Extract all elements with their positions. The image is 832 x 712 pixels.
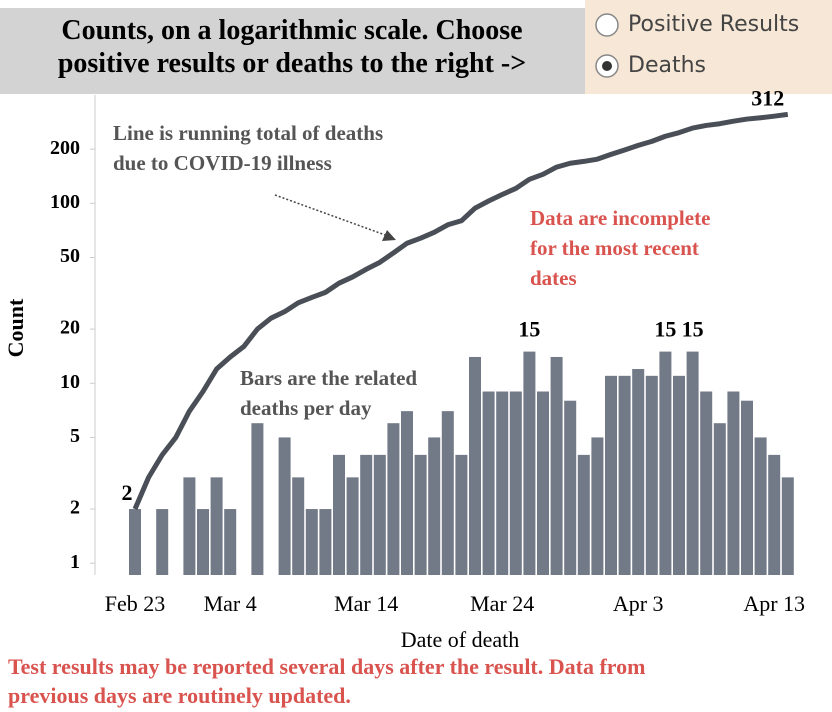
annotation: deaths per day [240, 396, 372, 420]
bar [455, 454, 468, 575]
bar [713, 423, 726, 575]
annotation: due to COVID-19 illness [113, 151, 332, 175]
bar [645, 375, 658, 575]
bar [183, 477, 196, 575]
bar [333, 454, 345, 575]
bar [768, 454, 781, 575]
y-tick-label: 100 [50, 191, 80, 213]
bar-label: 15 [654, 317, 676, 342]
bar [251, 423, 264, 575]
bar [523, 351, 536, 575]
bar [224, 509, 237, 575]
bar [414, 454, 427, 575]
bar [360, 454, 373, 575]
x-tick-label: Mar 24 [470, 591, 534, 616]
bar [197, 509, 209, 575]
annotation: for the most recent [530, 236, 699, 260]
bar [428, 437, 441, 575]
y-tick-label: 20 [60, 317, 80, 339]
bar [550, 356, 563, 575]
bar [129, 509, 141, 575]
annotation: Bars are the related [240, 366, 417, 390]
bar [754, 437, 767, 575]
bar [210, 477, 223, 575]
radio-button[interactable] [595, 13, 619, 37]
radio-dot [602, 61, 612, 71]
bar [591, 437, 604, 575]
bar [673, 375, 685, 575]
bar [618, 375, 631, 575]
annotation: Data are incomplete [530, 206, 710, 230]
bar [686, 351, 699, 575]
bar [482, 391, 495, 575]
bar [278, 437, 291, 575]
footnote: previous days are routinely updated. [8, 683, 351, 708]
bar [496, 391, 509, 575]
y-tick-label: 200 [50, 137, 80, 159]
line-label: 2 [122, 480, 133, 505]
y-tick-label: 5 [70, 425, 80, 447]
bar [305, 509, 318, 575]
y-axis-label: Count [3, 298, 28, 357]
bar [509, 391, 522, 575]
radio-label[interactable]: Positive Results [628, 12, 799, 37]
bar [781, 477, 794, 575]
bar [727, 391, 740, 575]
annotation: dates [530, 266, 577, 290]
title-box [0, 8, 585, 94]
x-tick-label: Feb 23 [105, 591, 166, 616]
annotation-arrow [274, 194, 389, 237]
bar [373, 454, 386, 575]
bar [319, 509, 332, 575]
bar [659, 351, 672, 575]
radio-panel [585, 0, 832, 94]
line-label: 312 [751, 85, 784, 110]
running-total-line [132, 111, 789, 511]
bar [537, 391, 549, 575]
bar [564, 400, 577, 575]
footnote: Test results may be reported several day… [8, 654, 646, 679]
bar-label: 15 [682, 317, 704, 342]
bar [401, 411, 413, 575]
bar [605, 375, 617, 575]
arrow-head [382, 230, 396, 241]
bar [156, 509, 169, 575]
bar [387, 423, 400, 575]
bar [346, 477, 359, 575]
bar [741, 400, 753, 575]
bar [469, 356, 481, 575]
y-tick-label: 50 [60, 245, 80, 267]
x-axis-label: Date of death [401, 627, 520, 652]
y-tick-label: 2 [70, 497, 80, 519]
x-tick-label: Apr 13 [743, 591, 805, 616]
bar [441, 411, 454, 575]
x-tick-label: Apr 3 [613, 591, 664, 616]
bar [292, 477, 305, 575]
bar-label: 15 [518, 317, 540, 342]
title: Counts, on a logarithmic scale. Choose po… [58, 15, 526, 79]
bar [700, 391, 713, 575]
bar [577, 454, 590, 575]
radio-label[interactable]: Deaths [628, 53, 706, 78]
x-tick-label: Mar 4 [204, 591, 257, 616]
y-tick-label: 1 [70, 551, 80, 573]
annotation: Line is running total of deaths [113, 121, 383, 145]
y-tick-label: 10 [60, 371, 80, 393]
x-tick-label: Mar 14 [334, 591, 398, 616]
bar [632, 369, 645, 575]
